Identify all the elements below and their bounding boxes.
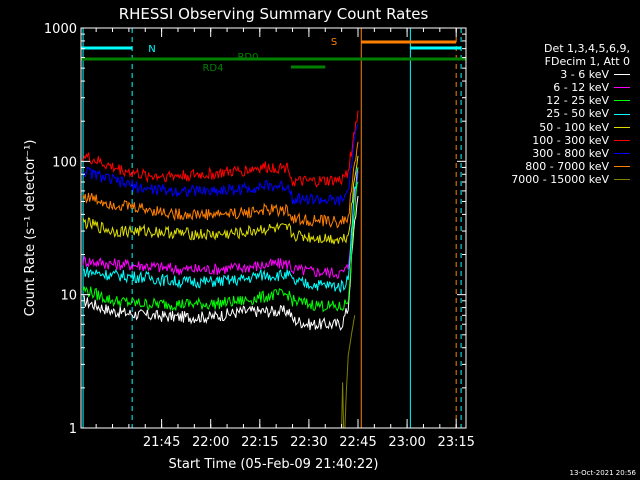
y-tick-label: 1000 [44, 22, 77, 37]
x-tick-label: 23:15 [437, 435, 474, 450]
flag-n-label: N [148, 44, 155, 55]
flag-bars: N S RD0 RD4 [81, 37, 466, 74]
y-tick-label: 10 [60, 289, 77, 304]
legend-label: 25 - 50 keV [546, 107, 609, 121]
series-6-12-kev [82, 170, 359, 279]
series-300-800-kev [82, 123, 359, 207]
plot-frame [80, 27, 467, 429]
legend-entry: 12 - 25 keV [478, 94, 630, 107]
legend-swatch [614, 126, 630, 128]
legend-entries: 3 - 6 keV 6 - 12 keV 12 - 25 keV 25 - 50 ke… [478, 68, 630, 186]
legend-label: 100 - 300 keV [532, 133, 609, 147]
legend-label: 7000 - 15000 keV [511, 172, 609, 186]
series-3-6-kev [83, 195, 359, 331]
y-tick-label: 1 [69, 422, 77, 437]
x-tick-label: 22:45 [339, 435, 376, 450]
series-100-300-kev [82, 110, 359, 189]
legend-entry: 7000 - 15000 keV [478, 173, 630, 186]
legend-label: 6 - 12 keV [553, 81, 609, 95]
y-tick-label: 100 [52, 155, 77, 170]
legend-swatch [614, 87, 630, 89]
flag-s-label: S [331, 37, 337, 48]
legend-swatch [614, 152, 630, 154]
axes-frame [80, 27, 467, 429]
legend-entry: 6 - 12 keV [478, 81, 630, 94]
axis-labels: 1 10 100 1000 21:45 22:00 22:15 22:30 22:45 23:00… [23, 5, 475, 472]
legend-label: 800 - 7000 keV [525, 159, 609, 173]
legend-entry: 3 - 6 keV [478, 68, 630, 81]
legend-swatch [614, 139, 630, 141]
legend-entry: 50 - 100 keV [478, 121, 630, 134]
legend-header-1: Det 1,3,4,5,6,9, [543, 42, 630, 55]
legend-entry: 800 - 7000 keV [478, 160, 630, 173]
series-25-50-kev [82, 167, 359, 293]
event-vlines [82, 28, 462, 428]
x-axis-label: Start Time (05-Feb-09 21:40:22) [169, 457, 379, 472]
legend-swatch [614, 178, 630, 180]
flag-rd4-label: RD4 [202, 63, 223, 74]
x-tick-label: 22:15 [241, 435, 278, 450]
series-lines [82, 110, 359, 429]
chart-title: RHESSI Observing Summary Count Rates [119, 5, 429, 23]
legend-swatch [614, 165, 630, 167]
legend-label: 3 - 6 keV [560, 68, 609, 82]
x-tick-label: 23:00 [388, 435, 425, 450]
legend-header-2: FDecim 1, Att 0 [544, 55, 630, 69]
flag-rd0-label: RD0 [237, 52, 258, 63]
y-axis-label: Count Rate (s⁻¹ detector⁻¹) [23, 140, 38, 317]
x-tick-label: 22:30 [290, 435, 327, 450]
series-12-25-kev [82, 181, 359, 313]
series-50-100-kev [82, 155, 359, 245]
legend-label: 50 - 100 keV [539, 120, 609, 134]
x-tick-label: 22:00 [192, 435, 229, 450]
series-800-7000-kev [82, 141, 359, 229]
legend-label: 12 - 25 keV [546, 94, 609, 108]
legend-swatch [614, 113, 630, 115]
x-tick-label: 21:45 [143, 435, 180, 450]
legend-swatch [614, 74, 630, 76]
legend-entry: 300 - 800 keV [478, 147, 630, 160]
legend-entry: 25 - 50 keV [478, 107, 630, 120]
legend-swatch [614, 100, 630, 102]
series-7000-15000-kev [305, 315, 356, 429]
legend-label: 300 - 800 keV [532, 146, 609, 160]
generation-timestamp: 13-Oct-2021 20:56 [569, 469, 636, 477]
legend-entry: 100 - 300 keV [478, 134, 630, 147]
legend: Det 1,3,4,5,6,9, FDecim 1, Att 0 3 - 6 k… [478, 42, 630, 186]
